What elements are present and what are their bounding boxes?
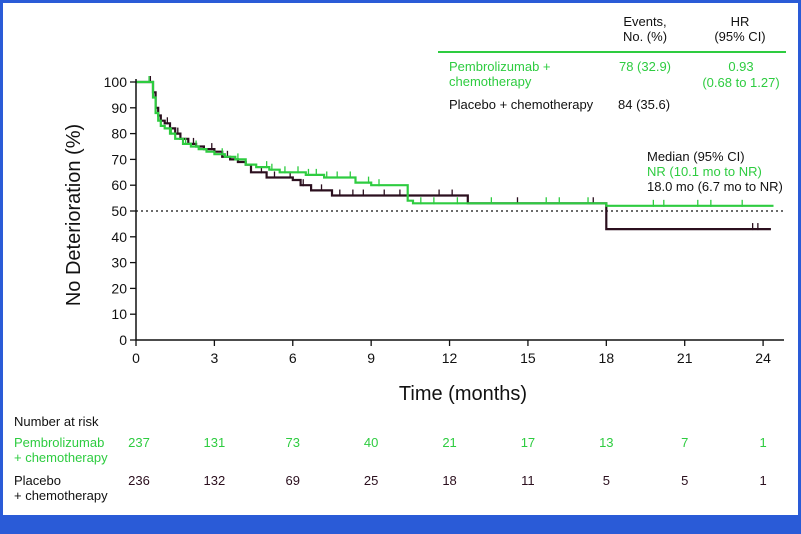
- median-placebo: 18.0 mo (6.7 mo to NR): [647, 179, 783, 194]
- y-tick-label: 40: [111, 229, 127, 245]
- y-axis-label: No Deterioration (%): [63, 124, 85, 306]
- km-curve-pembrolizumab: [136, 80, 774, 207]
- hr-header: HR (95% CI): [714, 14, 766, 44]
- x-tick-label: 18: [599, 350, 615, 366]
- legend-events-pembrolizumab: 78 (32.9): [618, 59, 672, 74]
- at-risk-pembrolizumab: 131: [203, 435, 226, 450]
- at-risk-placebo: 69: [285, 473, 300, 488]
- y-tick-label: 100: [104, 74, 128, 90]
- at-risk-pembrolizumab: 13: [599, 435, 614, 450]
- at-risk-pembrolizumab: 1: [759, 435, 767, 450]
- at-risk-placebo: 5: [602, 473, 610, 488]
- km-plot: 0 10 20 30 40 50 60 70 80 90 100 0 3 6 9 12 15 18 21 24 Tim…: [63, 51, 786, 405]
- x-tick-label: 3: [210, 350, 218, 366]
- events-header: Events, No. (%): [622, 14, 668, 44]
- at-risk-pembrolizumab: 40: [363, 435, 379, 450]
- median-title: Median (95% CI): [647, 149, 745, 164]
- at-risk-placebo: 132: [203, 473, 226, 488]
- x-tick-label: 21: [677, 350, 693, 366]
- x-axis-label: Time (months): [399, 383, 527, 405]
- y-tick-label: 20: [111, 280, 127, 296]
- y-tick-label: 0: [119, 332, 127, 348]
- y-tick-label: 10: [111, 306, 127, 322]
- y-tick-label: 60: [111, 177, 127, 193]
- legend-hr-value: 0.93: [728, 59, 754, 74]
- x-tick-label: 0: [132, 350, 140, 366]
- median-pembrolizumab: NR (10.1 mo to NR): [647, 164, 762, 179]
- at-risk-placebo: 5: [681, 473, 689, 488]
- y-tick-label: 80: [111, 126, 127, 142]
- x-tick-label: 15: [520, 350, 536, 366]
- y-tick-label: 90: [111, 100, 127, 116]
- at-risk-placebo: 236: [128, 473, 150, 488]
- at-risk-placebo: 25: [363, 473, 379, 488]
- at-risk-pembrolizumab: 237: [128, 435, 150, 450]
- at-risk-placebo: 18: [442, 473, 457, 488]
- chart-panel: 0 10 20 30 40 50 60 70 80 90 100 0 3 6 9 12 15 18 21 24 Tim…: [3, 3, 798, 515]
- at-risk-placebo: 11: [521, 473, 535, 488]
- at-risk-pembrolizumab: 7: [681, 435, 689, 450]
- at-risk-placebo: 1: [759, 473, 767, 488]
- legend-events-placebo: 84 (35.6): [618, 97, 671, 112]
- at-risk-pembrolizumab: 73: [285, 435, 300, 450]
- legend-label-placebo: Placebo + chemotherapy: [449, 97, 594, 112]
- risk-table-title: Number at risk: [14, 414, 99, 429]
- risk-label-placebo: Placebo + chemotherapy: [14, 473, 108, 503]
- y-tick-label: 70: [111, 151, 127, 167]
- y-tick-label: 50: [111, 203, 127, 219]
- risk-label-pembrolizumab: Pembrolizumab + chemotherapy: [14, 435, 108, 465]
- legend-hr-ci: (0.68 to 1.27): [702, 75, 780, 90]
- x-tick-label: 24: [755, 350, 771, 366]
- legend-label-pembrolizumab: Pembrolizumab + chemotherapy: [449, 59, 551, 89]
- x-tick-label: 9: [367, 350, 375, 366]
- at-risk-pembrolizumab: 21: [442, 435, 457, 450]
- x-tick-label: 6: [289, 350, 297, 366]
- at-risk-pembrolizumab: 17: [520, 435, 536, 450]
- km-curve-placebo: [136, 80, 771, 231]
- x-tick-label: 12: [442, 350, 458, 366]
- y-tick-label: 30: [111, 255, 127, 271]
